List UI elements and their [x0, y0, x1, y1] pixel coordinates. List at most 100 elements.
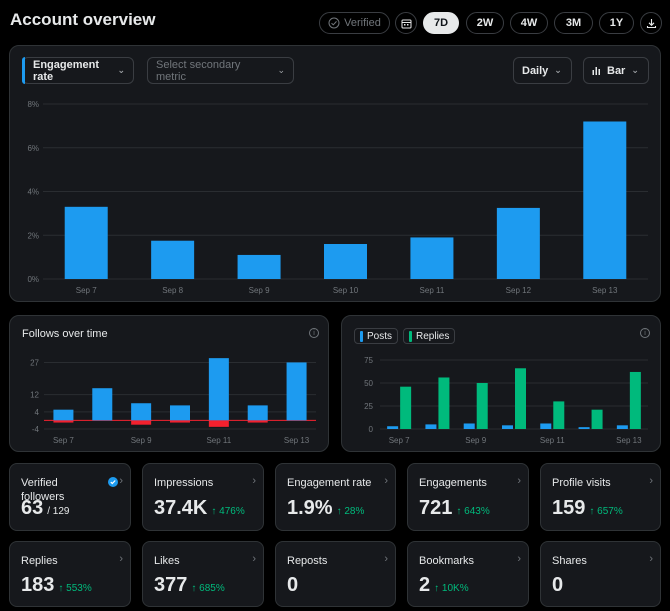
- stat-label: Engagements: [419, 477, 487, 489]
- stat-label: Impressions: [154, 477, 214, 489]
- page-title: Account overview: [10, 10, 156, 29]
- bar: [324, 244, 367, 279]
- bar-chart-icon: [592, 67, 600, 75]
- unfollows-bar: [53, 420, 74, 423]
- replies-bar: [591, 409, 603, 429]
- stat-card-replies[interactable]: Replies › 183 ↑ 553%: [9, 541, 131, 607]
- stat-change: ↑ 28%: [336, 506, 365, 517]
- stat-card-impressions[interactable]: Impressions › 37.4K ↑ 476%: [142, 463, 264, 531]
- download-button[interactable]: [640, 12, 662, 34]
- x-tick-label: Sep 13: [284, 436, 310, 445]
- posts-bar: [540, 423, 552, 429]
- stat-change: ↑ 657%: [589, 506, 623, 517]
- chevron-down-icon: ⌄: [277, 65, 285, 75]
- info-icon[interactable]: i: [309, 328, 319, 338]
- replies-bar: [553, 401, 565, 429]
- range-3m-button[interactable]: 3M: [554, 12, 593, 34]
- legend-replies[interactable]: Replies: [403, 328, 456, 344]
- verified-badge-icon: [108, 477, 118, 487]
- primary-metric-select[interactable]: Engagement rate ⌄: [22, 57, 134, 84]
- check-circle-icon: [328, 17, 340, 29]
- replies-bar: [629, 371, 641, 429]
- range-1y-button[interactable]: 1Y: [599, 12, 634, 34]
- stat-card-engagement-rate[interactable]: Engagement rate › 1.9% ↑ 28%: [275, 463, 396, 531]
- stat-card-bookmarks[interactable]: Bookmarks › 2 ↑ 10K%: [407, 541, 529, 607]
- follows-chart: -4 4 12 27 Sep 7 Sep 9 Sep 11 Sep 13: [30, 358, 316, 445]
- range-4w-button[interactable]: 4W: [510, 12, 548, 34]
- y-tick-label: 12: [30, 391, 39, 400]
- info-icon[interactable]: i: [640, 328, 650, 338]
- y-tick-label: 4%: [27, 188, 39, 197]
- bar: [583, 121, 627, 279]
- stat-label: Reposts: [287, 555, 328, 567]
- y-tick-label: 0: [369, 425, 374, 434]
- secondary-metric-select[interactable]: Select secondary metric ⌄: [147, 57, 294, 84]
- stat-label: Engagement rate: [287, 477, 372, 489]
- stat-label: Bookmarks: [419, 555, 475, 567]
- primary-metric-label: Engagement rate: [33, 58, 100, 83]
- y-tick-label: 4: [35, 408, 40, 417]
- x-tick-label: Sep 9: [131, 436, 152, 445]
- chevron-down-icon: ⌄: [117, 65, 125, 75]
- stat-label: Replies: [21, 555, 58, 567]
- x-tick-label: Sep 11: [540, 436, 565, 445]
- stat-card-shares[interactable]: Shares › 0: [540, 541, 661, 607]
- stat-value: 63: [21, 497, 44, 519]
- stat-value: 37.4K: [154, 497, 208, 519]
- unfollows-bar: [131, 420, 152, 425]
- x-tick-label: Sep 7: [76, 286, 97, 295]
- chevron-right-icon: ›: [252, 553, 256, 565]
- stat-card-reposts[interactable]: Reposts › 0: [275, 541, 396, 607]
- stat-label: Likes: [154, 555, 180, 567]
- chart-type-select[interactable]: Bar ⌄: [583, 57, 649, 84]
- follows-bar: [286, 362, 307, 421]
- range-2w-button[interactable]: 2W: [466, 12, 504, 34]
- x-tick-label: Sep 11: [420, 286, 445, 295]
- x-tick-label: Sep 11: [206, 436, 231, 445]
- posts-bar: [425, 424, 437, 429]
- verified-label: Verified: [344, 17, 381, 29]
- x-tick-label: Sep 10: [333, 286, 359, 295]
- posts-bar: [616, 425, 628, 429]
- posts-replies-card: Posts Replies i 0 25 50 75 Sep 7 Sep 9 Sep 11 S…: [341, 315, 661, 452]
- calendar-button[interactable]: [395, 12, 417, 34]
- main-chart-card: Engagement rate ⌄ Select secondary metri…: [9, 45, 661, 302]
- replies-swatch: [409, 330, 412, 342]
- legend-posts[interactable]: Posts: [354, 328, 399, 344]
- follows-bar: [247, 405, 268, 421]
- unfollows-bar: [170, 420, 190, 423]
- y-tick-label: 75: [364, 356, 373, 365]
- stat-card-likes[interactable]: Likes › 377 ↑ 685%: [142, 541, 264, 607]
- bar: [151, 240, 195, 279]
- replies-bar: [476, 383, 488, 429]
- x-tick-label: Sep 13: [592, 286, 618, 295]
- chart-type-label: Bar: [607, 64, 626, 77]
- chevron-right-icon: ›: [649, 475, 653, 487]
- replies-bar: [400, 386, 412, 429]
- bar: [64, 206, 108, 279]
- stat-value: 2: [419, 574, 431, 596]
- bar: [237, 254, 281, 279]
- follows-bar: [131, 403, 152, 421]
- stat-change: ↑ 476%: [211, 506, 245, 517]
- unfollows-bar: [247, 420, 268, 423]
- stat-card-profile-visits[interactable]: Profile visits › 159 ↑ 657%: [540, 463, 661, 531]
- verified-filter-button[interactable]: Verified: [319, 12, 390, 34]
- range-7d-button[interactable]: 7D: [423, 12, 459, 34]
- follows-bar: [170, 405, 190, 421]
- chevron-right-icon: ›: [119, 553, 123, 565]
- replies-bar: [438, 377, 450, 429]
- interval-select[interactable]: Daily ⌄: [513, 57, 572, 84]
- chevron-right-icon: ›: [384, 553, 388, 565]
- stat-change: ↑ 553%: [58, 583, 92, 594]
- y-tick-label: 0%: [27, 275, 39, 284]
- chevron-right-icon: ›: [517, 475, 521, 487]
- stat-value: 721: [419, 497, 453, 519]
- bar: [496, 207, 540, 279]
- y-tick-label: 8%: [27, 100, 39, 109]
- stat-card-engagements[interactable]: Engagements › 721 ↑ 643%: [407, 463, 529, 531]
- posts-bar: [463, 423, 475, 429]
- chevron-down-icon: ⌄: [554, 65, 562, 75]
- stat-card-verified-followers[interactable]: Verified followers › 63/ 129: [9, 463, 131, 531]
- posts-bar: [578, 427, 590, 429]
